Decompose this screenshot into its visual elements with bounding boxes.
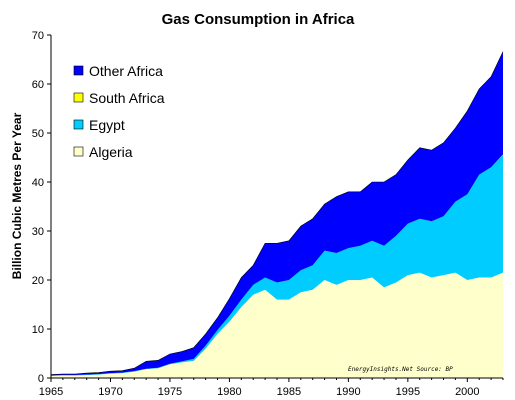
x-tick-label: 2000 xyxy=(455,386,479,398)
total-outline xyxy=(50,51,504,375)
legend-label-other-africa: Other Africa xyxy=(89,63,163,79)
legend-swatch-algeria xyxy=(73,146,84,157)
y-tick-label: 40 xyxy=(32,177,44,189)
y-tick-label: 10 xyxy=(32,324,44,336)
x-tick-label: 1980 xyxy=(217,386,241,398)
area-algeria xyxy=(51,272,503,378)
y-tick-label: 30 xyxy=(32,226,44,238)
legend-swatch-south-africa xyxy=(73,92,84,103)
legend-swatch-egypt xyxy=(73,119,84,130)
axes xyxy=(47,34,504,382)
chart-title: Gas Consumption in Africa xyxy=(162,11,355,28)
y-tick-label: 0 xyxy=(38,373,44,385)
legend-label-egypt: Egypt xyxy=(89,117,125,133)
area-egypt xyxy=(51,155,503,377)
x-tick-label: 1975 xyxy=(158,386,182,398)
y-tick-label: 60 xyxy=(32,79,44,91)
source-credit: EnergyInsights.Net Source: BP xyxy=(348,366,453,373)
x-tick-label: 1970 xyxy=(98,386,122,398)
y-tick-label: 70 xyxy=(32,30,44,42)
stacked-areas xyxy=(50,51,504,378)
area-other-africa xyxy=(51,51,503,376)
x-tick-label: 1990 xyxy=(336,386,360,398)
x-tick-label: 1965 xyxy=(39,386,63,398)
y-axis-label: Billion Cubic Metres Per Year xyxy=(10,112,24,279)
tick-labels: 0 10 20 30 40 50 60 70 1965 1970 1975 1980 1985 1990 1… xyxy=(32,30,480,398)
legend-label-algeria: Algeria xyxy=(89,144,133,160)
x-tick-label: 1995 xyxy=(396,386,420,398)
x-tick-label: 1985 xyxy=(277,386,301,398)
y-tick-label: 50 xyxy=(32,128,44,140)
y-tick-label: 20 xyxy=(32,275,44,287)
legend-swatch-other-africa xyxy=(73,65,84,76)
legend: Other Africa South Africa Egypt Algeria xyxy=(73,63,165,160)
legend-label-south-africa: South Africa xyxy=(89,90,165,106)
